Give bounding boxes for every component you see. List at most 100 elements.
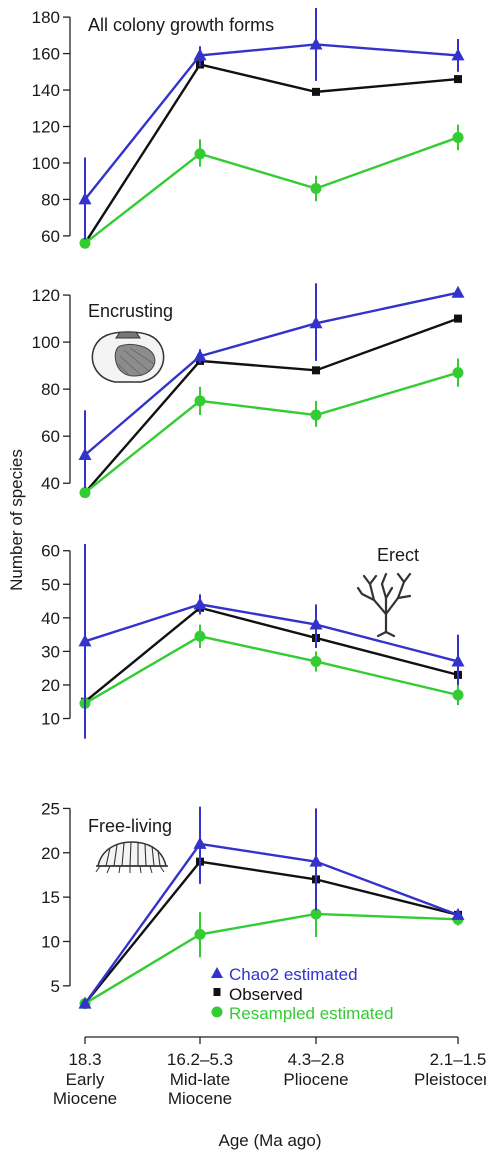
data-point — [78, 192, 92, 205]
series-chao2 — [78, 8, 465, 240]
series-line — [84, 43, 459, 201]
data-point — [310, 655, 322, 667]
y-tick-label: 40 — [41, 474, 60, 493]
data-point — [193, 597, 207, 610]
y-tick-label: 25 — [41, 799, 60, 818]
legend-item: Observed — [213, 985, 303, 1004]
data-point — [312, 87, 320, 96]
y-tick-label: 140 — [32, 81, 60, 100]
branching-coral-illustration — [356, 572, 412, 638]
legend-label: Observed — [229, 985, 303, 1004]
x-tick-range: 4.3–2.8 — [288, 1050, 345, 1069]
x-axis-title: Age (Ma ago) — [219, 1131, 322, 1150]
panel-title: All colony growth forms — [88, 15, 274, 35]
series-observed — [81, 603, 462, 706]
y-tick-label: 60 — [41, 427, 60, 446]
x-tick-epoch: Miocene — [168, 1089, 232, 1108]
legend-marker — [211, 1006, 223, 1018]
x-tick-epoch: Miocene — [53, 1089, 117, 1108]
panels-layer: 60 80 100 120 140 160 180 All colony growth for… — [32, 8, 465, 1010]
y-tick-label: 160 — [32, 45, 60, 64]
data-point — [310, 908, 322, 920]
panel: 5 10 15 20 25 Free-living — [41, 799, 465, 1010]
y-tick-label: 10 — [41, 710, 60, 729]
data-point — [309, 37, 323, 50]
legend-item: Resampled estimated — [211, 1004, 393, 1023]
y-axis-title: Number of species — [7, 449, 26, 591]
series-line — [84, 912, 459, 1005]
y-tick-label: 5 — [51, 977, 60, 996]
data-point — [193, 349, 207, 362]
data-point — [309, 617, 323, 630]
x-tick-epoch: Pleistocene — [414, 1070, 486, 1089]
series-line — [84, 136, 459, 245]
data-point — [78, 634, 92, 647]
series-line — [84, 291, 459, 456]
illustrations-layer — [91, 331, 412, 874]
y-tick-label: 120 — [32, 286, 60, 305]
panel-title: Free-living — [88, 816, 172, 836]
x-tick-range: 18.3 — [68, 1050, 101, 1069]
x-tick-range: 2.1–1.5 — [430, 1050, 486, 1069]
data-point — [454, 75, 462, 84]
series-resampled — [79, 890, 464, 1010]
series-chao2 — [78, 544, 465, 739]
data-point — [451, 907, 465, 920]
data-point — [451, 48, 465, 61]
y-tick-label: 180 — [32, 8, 60, 27]
y-tick-label: 80 — [41, 380, 60, 399]
y-tick-label: 50 — [41, 575, 60, 594]
data-point — [194, 148, 206, 160]
y-tick-label: 60 — [41, 542, 60, 561]
data-point — [454, 314, 462, 323]
series-line — [84, 603, 459, 663]
y-tick-label: 100 — [32, 333, 60, 352]
y-tick-label: 120 — [32, 118, 60, 137]
x-tick-epoch: Pliocene — [283, 1070, 348, 1089]
y-tick-label: 10 — [41, 932, 60, 951]
data-point — [194, 928, 206, 940]
series-observed — [81, 60, 462, 248]
data-point — [451, 654, 465, 667]
y-tick-label: 20 — [41, 676, 60, 695]
legend-label: Resampled estimated — [229, 1004, 393, 1023]
data-point — [78, 996, 92, 1009]
data-point — [79, 237, 91, 249]
x-axis: 18.3EarlyMiocene16.2–5.3Mid-lateMiocene4… — [53, 1036, 486, 1108]
x-tick-epoch: Mid-late — [170, 1070, 230, 1089]
series-line — [84, 635, 459, 705]
series-chao2 — [78, 806, 465, 1009]
panel-title: Encrusting — [88, 301, 173, 321]
panel: 10 20 30 40 50 60 Erect — [41, 542, 465, 739]
data-point — [309, 854, 323, 867]
x-tick-epoch: Early — [66, 1070, 105, 1089]
data-point — [452, 367, 464, 379]
scallop-shell-illustration — [91, 331, 165, 383]
y-tick-label: 40 — [41, 609, 60, 628]
panel: 40 60 80 100 120 Encrusting — [32, 283, 465, 499]
data-point — [193, 48, 207, 61]
series-resampled — [79, 358, 464, 499]
series-line — [84, 842, 459, 1005]
legend-marker — [211, 967, 223, 978]
data-point — [79, 487, 91, 499]
lunulitiform-colony-illustration — [95, 841, 168, 874]
data-point — [310, 409, 322, 421]
legend-label: Chao2 estimated — [229, 965, 358, 984]
data-point — [451, 285, 465, 298]
series-line — [84, 317, 459, 494]
data-point — [78, 448, 92, 461]
data-point — [194, 630, 206, 642]
series-chao2 — [78, 283, 465, 488]
data-point — [452, 131, 464, 143]
x-tick-range: 16.2–5.3 — [167, 1050, 233, 1069]
panel-title: Erect — [377, 545, 419, 565]
series-line — [84, 371, 459, 494]
series-line — [83, 63, 459, 244]
y-tick-label: 100 — [32, 154, 60, 173]
y-tick-label: 20 — [41, 844, 60, 863]
legend-item: Chao2 estimated — [211, 965, 358, 984]
